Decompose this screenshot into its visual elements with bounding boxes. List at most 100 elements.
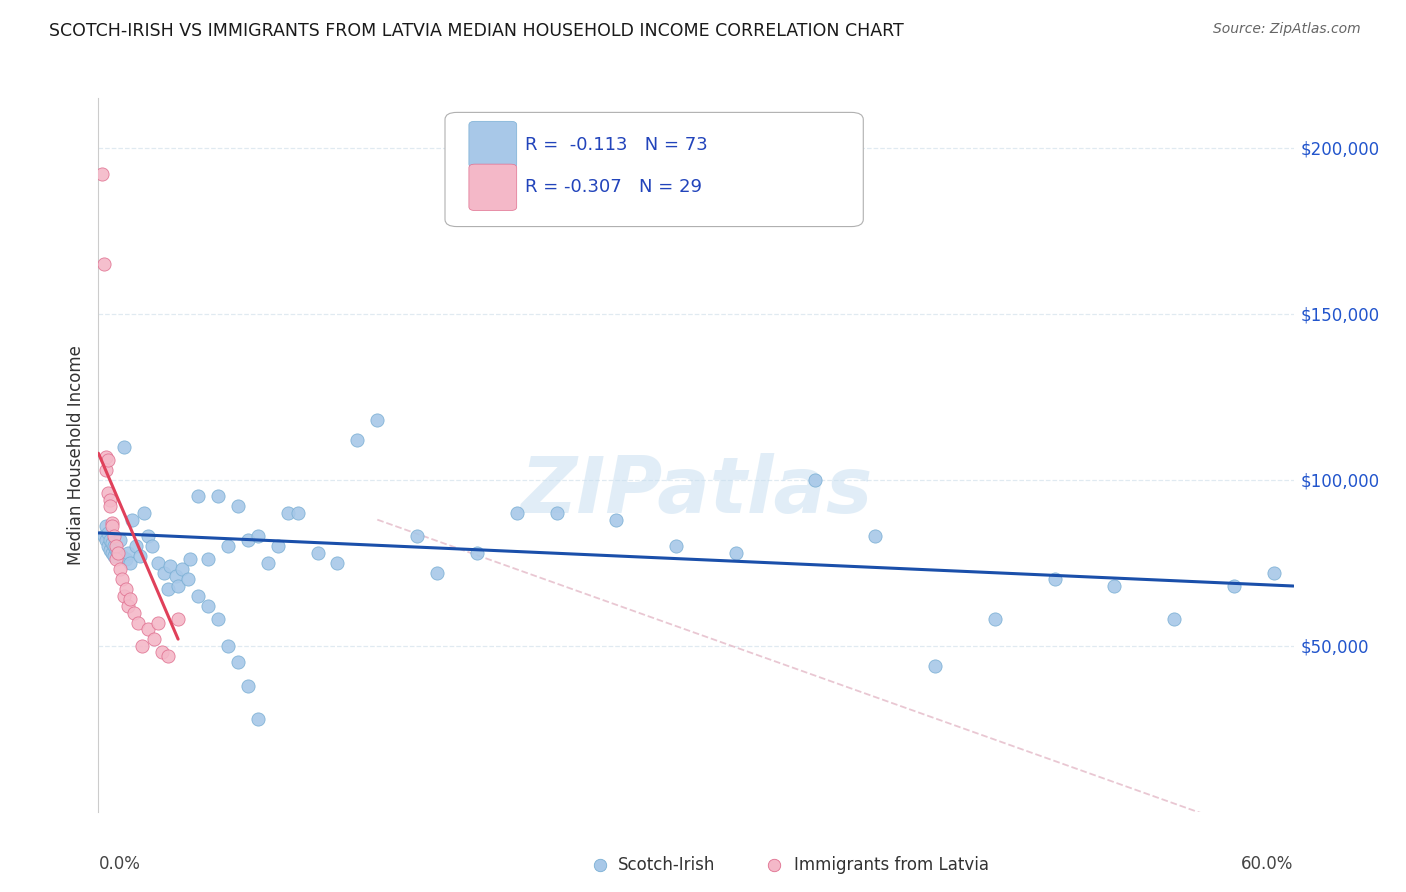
Point	[101, 516, 124, 530]
Point	[148, 556, 170, 570]
Point	[148, 615, 170, 630]
Point	[120, 592, 142, 607]
Point	[546, 506, 568, 520]
Text: SCOTCH-IRISH VS IMMIGRANTS FROM LATVIA MEDIAN HOUSEHOLD INCOME CORRELATION CHART: SCOTCH-IRISH VS IMMIGRANTS FROM LATVIA M…	[49, 22, 904, 40]
Point	[115, 582, 138, 597]
Point	[187, 490, 209, 504]
Point	[863, 529, 887, 543]
Point	[217, 639, 239, 653]
Point	[366, 413, 388, 427]
Point	[724, 546, 747, 560]
Point	[256, 556, 278, 570]
Point	[111, 549, 134, 563]
Point	[134, 506, 156, 520]
Point	[406, 529, 429, 543]
Point	[100, 492, 122, 507]
Text: ZIPatlas: ZIPatlas	[520, 452, 872, 529]
Point	[100, 533, 122, 547]
Point	[110, 562, 132, 576]
Text: Source: ZipAtlas.com: Source: ZipAtlas.com	[1213, 22, 1361, 37]
Point	[101, 536, 124, 550]
Text: 60.0%: 60.0%	[1241, 855, 1294, 872]
FancyBboxPatch shape	[444, 112, 863, 227]
Point	[97, 525, 120, 540]
Point	[346, 433, 368, 447]
Point	[120, 556, 142, 570]
Point	[131, 639, 153, 653]
Point	[110, 533, 132, 547]
Point	[506, 506, 529, 520]
Point	[236, 533, 259, 547]
Point	[217, 539, 239, 553]
Point	[179, 552, 201, 566]
Point	[167, 579, 190, 593]
Point	[226, 656, 249, 670]
Point	[984, 612, 1007, 626]
Point	[96, 450, 118, 464]
Point	[236, 679, 259, 693]
Text: R = -0.307   N = 29: R = -0.307 N = 29	[524, 178, 702, 196]
Y-axis label: Median Household Income: Median Household Income	[66, 345, 84, 565]
Point	[143, 632, 166, 647]
Point	[665, 539, 688, 553]
Point	[103, 549, 125, 563]
Point	[426, 566, 449, 580]
Point	[150, 645, 173, 659]
Point	[96, 519, 118, 533]
Point	[103, 529, 125, 543]
FancyBboxPatch shape	[470, 164, 517, 211]
Point	[112, 440, 135, 454]
Point	[97, 453, 120, 467]
Point	[91, 168, 114, 182]
Point	[105, 542, 128, 557]
Point	[96, 463, 118, 477]
Point	[1212, 805, 1234, 819]
Point	[465, 546, 488, 560]
Point	[93, 529, 115, 543]
Point	[103, 539, 125, 553]
Point	[115, 552, 138, 566]
Point	[326, 556, 349, 570]
Point	[207, 490, 229, 504]
Point	[172, 562, 194, 576]
Text: Immigrants from Latvia: Immigrants from Latvia	[794, 856, 988, 874]
FancyBboxPatch shape	[470, 121, 517, 168]
Point	[177, 573, 200, 587]
Point	[96, 533, 118, 547]
Point	[121, 513, 143, 527]
Point	[1102, 579, 1125, 593]
Point	[605, 513, 627, 527]
Point	[124, 606, 146, 620]
Point	[804, 473, 827, 487]
Point	[157, 648, 180, 663]
Point	[924, 805, 946, 819]
Point	[246, 712, 269, 726]
Point	[100, 500, 122, 514]
Point	[157, 582, 180, 597]
Point	[136, 529, 159, 543]
Point	[127, 615, 149, 630]
Point	[107, 546, 129, 560]
Point	[125, 539, 148, 553]
Point	[1163, 612, 1185, 626]
Point	[101, 546, 124, 560]
Point	[246, 529, 269, 543]
Point	[165, 569, 187, 583]
Point	[129, 549, 152, 563]
Text: 0.0%: 0.0%	[98, 855, 141, 872]
Point	[136, 622, 159, 636]
Point	[105, 552, 128, 566]
Text: Scotch-Irish: Scotch-Irish	[619, 856, 716, 874]
Point	[924, 658, 946, 673]
Point	[187, 589, 209, 603]
Point	[167, 612, 190, 626]
Point	[112, 589, 135, 603]
Point	[307, 546, 329, 560]
Text: R =  -0.113   N = 73: R = -0.113 N = 73	[524, 136, 707, 153]
Point	[153, 566, 176, 580]
Point	[117, 599, 139, 613]
Point	[93, 257, 115, 271]
Point	[101, 519, 124, 533]
Point	[1263, 566, 1285, 580]
Point	[97, 539, 120, 553]
